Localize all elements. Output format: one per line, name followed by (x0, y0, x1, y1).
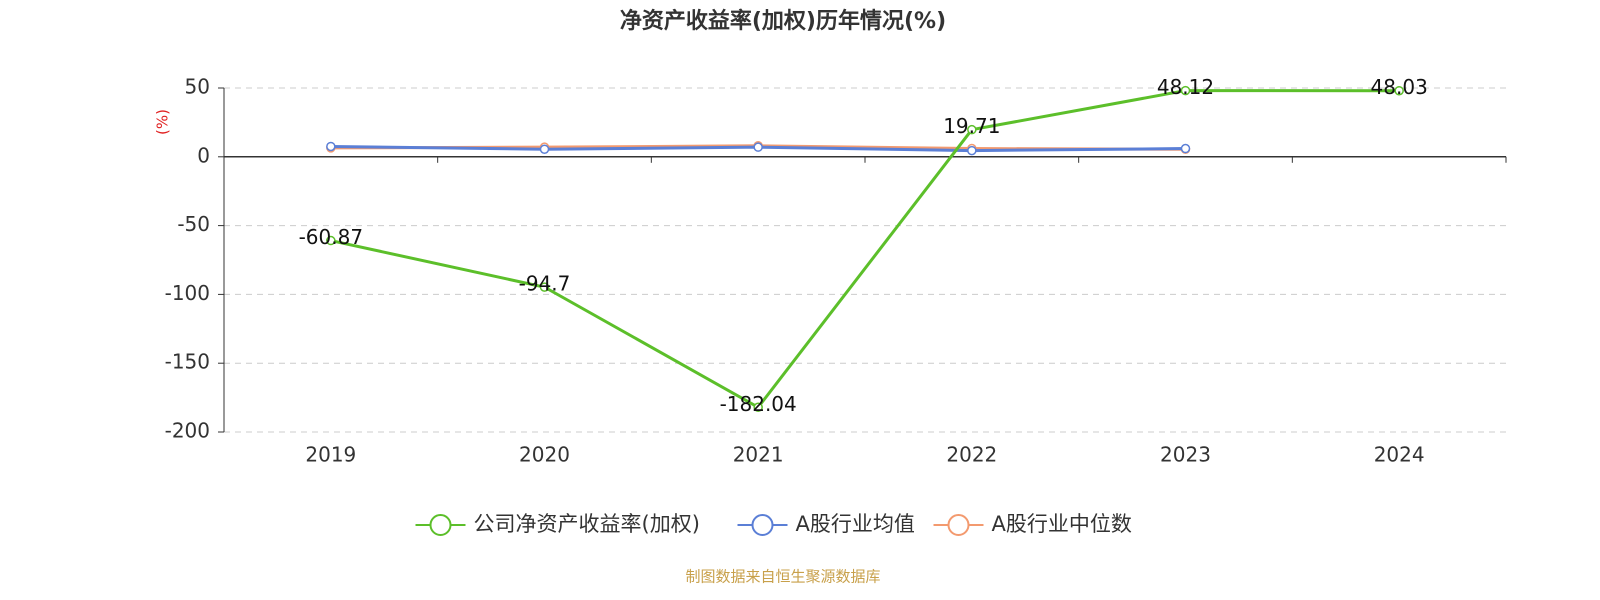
x-tick-label: 2021 (733, 443, 784, 467)
x-tick-label: 2020 (519, 443, 570, 467)
legend-marker (751, 514, 774, 536)
y-tick-label: 0 (197, 143, 210, 167)
data-label: 48.12 (1157, 75, 1214, 99)
data-point (539, 144, 550, 154)
source-note: 制图数据来自恒生聚源数据库 (685, 568, 880, 586)
data-label: -60.87 (299, 225, 363, 249)
chart-title: 净资产收益率(加权)历年情况(%) (620, 8, 946, 34)
data-point (967, 124, 977, 135)
y-tick-label: -100 (165, 281, 210, 305)
legend-label[interactable]: A股行业中位数 (992, 512, 1132, 536)
legend-marker (947, 514, 970, 536)
y-axis-label: (%) (154, 109, 172, 135)
data-point (326, 141, 336, 152)
data-point (326, 235, 336, 246)
data-point (1180, 143, 1191, 154)
y-tick-label: 50 (185, 75, 210, 99)
x-tick-label: 2019 (305, 443, 356, 467)
legend-label[interactable]: 公司净资产收益率(加权) (474, 512, 700, 536)
data-point (539, 282, 550, 292)
data-point (753, 142, 763, 152)
legend-label[interactable]: A股行业均值 (796, 512, 915, 536)
y-tick-label: -150 (165, 350, 210, 374)
x-tick-label: 2024 (1374, 443, 1425, 467)
data-point (753, 402, 763, 413)
legend-marker (429, 514, 452, 536)
data-point (967, 145, 977, 156)
data-label: 19.71 (943, 114, 1000, 138)
series-line (330, 89, 1400, 410)
x-tick-label: 2022 (946, 443, 997, 467)
y-tick-label: -200 (165, 419, 210, 443)
data-label: 48.03 (1371, 75, 1428, 99)
data-label: -182.04 (720, 392, 797, 416)
y-tick-label: -50 (177, 212, 210, 236)
data-label: -94.7 (519, 272, 571, 296)
data-point (1394, 85, 1404, 96)
x-tick-label: 2023 (1160, 443, 1211, 467)
data-point (1180, 85, 1191, 96)
